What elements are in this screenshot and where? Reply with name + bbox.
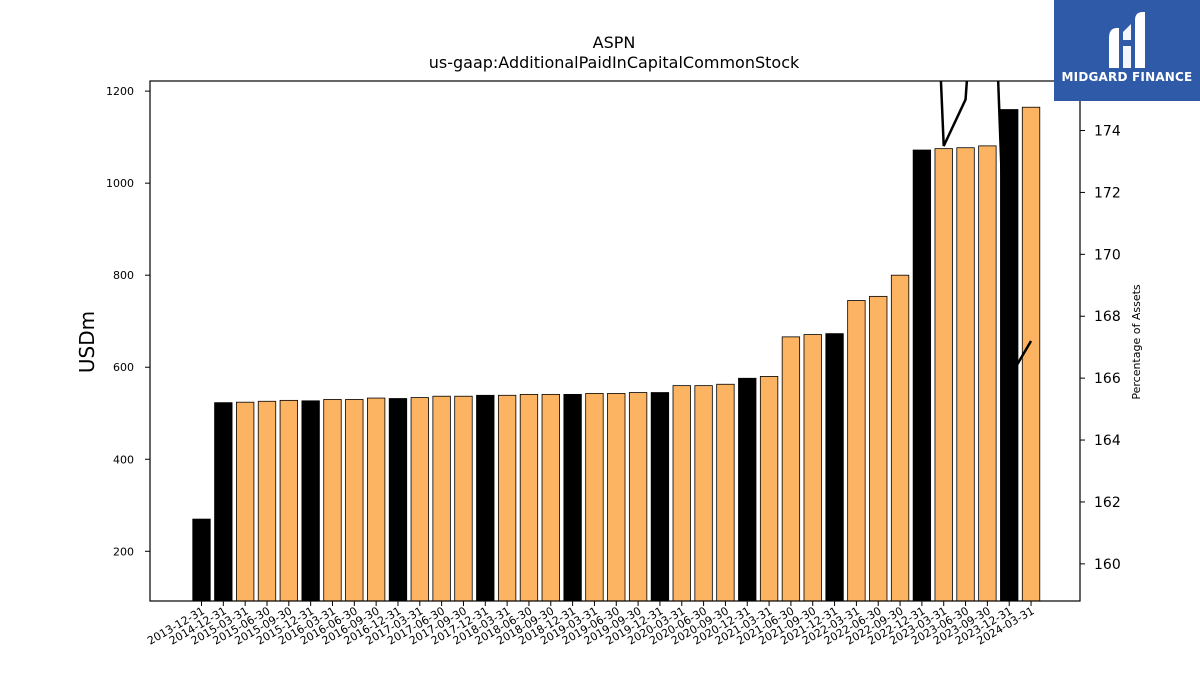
y2-tick-label: 162 [1094,495,1121,511]
bar-2015-12-31 [301,400,320,602]
midgard-logo-icon [1109,12,1145,68]
percentage-line [939,81,1033,383]
bar-2020-09-30 [716,383,735,602]
bar-2021-12-31 [825,333,844,602]
bar-2021-06-30 [781,336,801,602]
bar-2017-03-31 [410,397,429,602]
bar-2015-09-30 [279,399,298,602]
bar-2020-03-31 [672,385,691,602]
bar-2017-12-31 [476,394,495,602]
chart-title: ASPN [593,33,636,52]
y2-tick-label: 170 [1094,247,1121,263]
bar-2016-06-30 [345,399,364,602]
bar-2022-09-30 [890,274,910,602]
logo-text: MIDGARD FINANCE [1061,70,1193,84]
bar-2024-03-31 [1021,106,1041,602]
y-tick-label: 1000 [106,177,134,190]
bar-2017-06-30 [432,395,451,602]
bar-2013-12-31 [192,518,211,602]
y-tick-label: 1200 [106,85,134,98]
bar-2019-09-30 [628,392,648,602]
logo-badge: MIDGARD FINANCE [1054,0,1200,101]
bar-2016-03-31 [323,399,342,602]
bar-2015-06-30 [257,400,277,602]
bar-2016-12-31 [388,398,408,602]
y2-tick-label: 172 [1094,185,1121,201]
bar-2019-12-31 [650,392,670,602]
bar-2023-06-30 [956,147,975,602]
bar-2020-12-31 [738,377,757,602]
bar-2022-12-31 [912,149,932,602]
bar-2014-12-31 [214,402,233,602]
bar-2018-03-31 [497,394,517,602]
y2-axis-label: Percentage of Assets [1130,284,1143,400]
chart-subtitle: us-gaap:AdditionalPaidInCapitalCommonSto… [429,53,800,72]
bar-2022-06-30 [869,295,888,602]
bar-2019-06-30 [607,393,626,602]
bar-2018-06-30 [519,393,539,602]
bar-2022-03-31 [847,300,866,602]
y2-tick-label: 168 [1094,309,1121,325]
bar-2020-06-30 [694,385,713,602]
bars-group [192,106,1041,602]
bar-2021-03-31 [759,376,779,602]
line-group [939,81,1033,383]
bar-2019-03-31 [585,393,604,602]
bar-2021-09-30 [803,334,822,602]
y-tick-label: 800 [113,269,134,282]
y2-tick-label: 166 [1094,371,1121,387]
y2-tick-label: 160 [1094,557,1121,573]
y-axis-label: USDm [75,311,99,373]
bar-2016-09-30 [366,397,386,602]
bar-2018-09-30 [541,393,560,602]
bar-2023-09-30 [978,145,997,602]
y2-tick-label: 164 [1094,433,1121,449]
y-tick-label: 400 [113,453,134,466]
y2-tick-label: 174 [1094,124,1121,140]
bar-2017-09-30 [454,395,473,602]
bar-2015-03-31 [236,401,255,602]
bar-2023-03-31 [934,148,953,602]
y-tick-label: 200 [113,545,134,558]
plot-frame [149,80,1081,602]
bar-2018-12-31 [563,393,582,602]
y-tick-label: 600 [113,361,134,374]
